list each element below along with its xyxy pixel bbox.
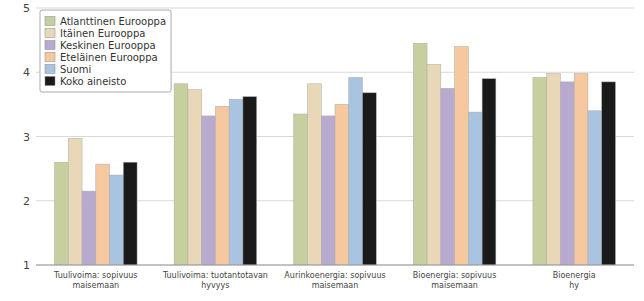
y-tick-label: 1 bbox=[23, 259, 30, 272]
bar bbox=[335, 104, 349, 265]
bar bbox=[588, 111, 602, 265]
legend-swatch bbox=[45, 41, 55, 50]
bar bbox=[482, 79, 496, 265]
legend-swatch bbox=[45, 53, 55, 62]
bar bbox=[229, 99, 243, 265]
bar bbox=[82, 191, 96, 265]
y-tick-label: 4 bbox=[23, 66, 30, 79]
x-axis: Tuulivoima: sopivuusmaisemaan Tuulivoima:… bbox=[36, 265, 634, 290]
y-tick-label: 5 bbox=[23, 2, 30, 15]
legend-label: Eteläinen Eurooppa bbox=[60, 52, 158, 63]
x-tick-label: Bioenergiahy bbox=[553, 271, 596, 290]
bar bbox=[243, 97, 257, 265]
legend-label: Suomi bbox=[60, 64, 91, 75]
bar bbox=[215, 106, 229, 265]
bar bbox=[560, 82, 574, 265]
bar bbox=[427, 65, 441, 265]
legend-swatch bbox=[45, 17, 55, 26]
legend-label: Koko aineisto bbox=[60, 76, 126, 87]
bar bbox=[547, 74, 561, 265]
bar bbox=[321, 116, 335, 265]
bar bbox=[55, 162, 69, 265]
bar bbox=[468, 112, 482, 265]
legend-swatch bbox=[45, 77, 55, 86]
bar bbox=[574, 74, 588, 265]
bar bbox=[123, 162, 137, 265]
bar bbox=[188, 90, 202, 265]
x-axis-line bbox=[36, 265, 634, 266]
bar bbox=[441, 88, 455, 265]
bar bbox=[294, 114, 308, 265]
legend-swatch bbox=[45, 65, 55, 74]
bar bbox=[307, 84, 321, 265]
bar bbox=[455, 47, 469, 265]
bar bbox=[68, 138, 82, 265]
bar bbox=[602, 82, 616, 265]
x-tick-label: Aurinkoenergia: sopivuusmaisemaan bbox=[284, 271, 385, 290]
legend-label: Keskinen Eurooppa bbox=[60, 40, 156, 51]
legend: Atlanttinen EurooppaItäinen EurooppaKesk… bbox=[40, 10, 171, 92]
bar bbox=[533, 77, 547, 265]
bar bbox=[349, 77, 363, 265]
chart: 12345Tuulivoima: sopivuusmaisemaanTuuliv… bbox=[0, 0, 644, 301]
grid-line bbox=[36, 8, 634, 9]
y-tick-label: 3 bbox=[23, 131, 30, 144]
bar bbox=[174, 84, 188, 265]
bar bbox=[363, 93, 377, 265]
bar bbox=[110, 175, 124, 265]
legend-label: Atlanttinen Eurooppa bbox=[60, 16, 166, 27]
x-tick-label: Tuulivoima: tuotantotavanhyvyys bbox=[162, 271, 268, 290]
y-axis: 1 2 3 4 5 bbox=[23, 2, 634, 272]
y-tick-label: 2 bbox=[23, 195, 30, 208]
bar bbox=[413, 43, 427, 265]
legend-swatch bbox=[45, 29, 55, 38]
grid-line bbox=[36, 265, 634, 266]
x-tick-label: Bioenergia: sopivuusmaisemaan bbox=[413, 271, 497, 290]
x-tick-label: Tuulivoima: sopivuusmaisemaan bbox=[53, 271, 137, 290]
bar bbox=[96, 164, 110, 265]
legend-box bbox=[40, 10, 171, 92]
bar bbox=[202, 116, 216, 265]
legend-label: Itäinen Eurooppa bbox=[60, 28, 145, 39]
